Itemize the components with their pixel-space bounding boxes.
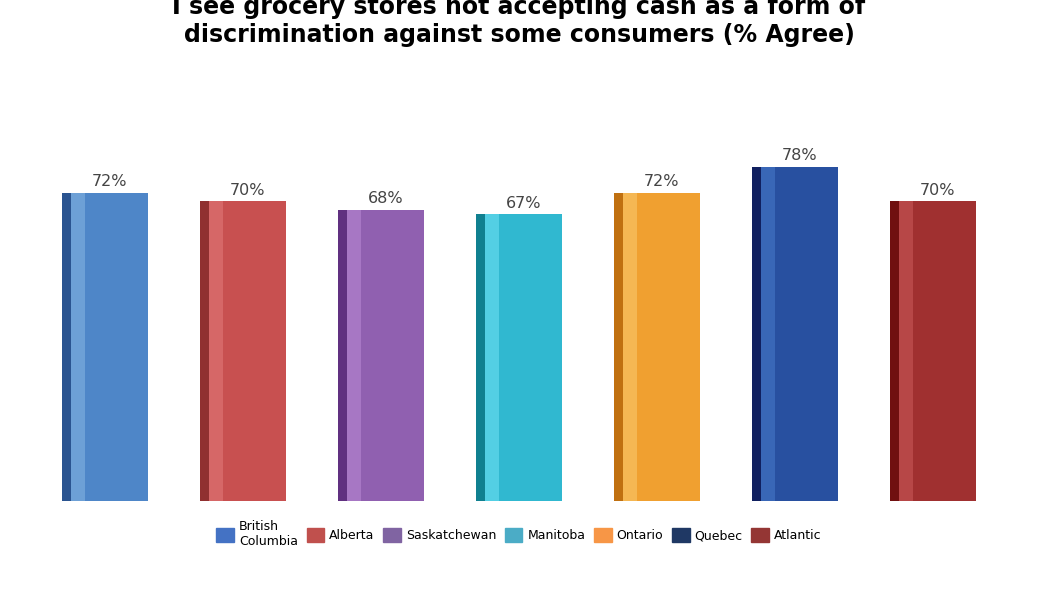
Text: 70%: 70% [920,182,955,198]
Bar [761,167,838,501]
Text: 78%: 78% [782,149,817,164]
Bar [899,201,976,501]
Text: 72%: 72% [91,174,127,189]
Bar [623,193,700,501]
Bar [753,167,761,501]
Bar [485,214,498,501]
Bar [476,214,485,501]
Text: 67%: 67% [506,196,541,211]
Bar [623,193,636,501]
Bar [209,201,223,501]
Bar [200,201,209,501]
Text: 70%: 70% [229,182,265,198]
Bar [891,201,899,501]
Bar [71,193,147,501]
Bar [338,210,347,501]
Bar [761,167,774,501]
Legend: British
Columbia, Alberta, Saskatchewan, Manitoba, Ontario, Quebec, Atlantic: British Columbia, Alberta, Saskatchewan,… [217,521,821,548]
Text: 72%: 72% [644,174,679,189]
Bar [614,193,623,501]
Bar [71,193,85,501]
Title: I see grocery stores not accepting cash as a form of
discrimination against some: I see grocery stores not accepting cash … [172,0,866,47]
Text: 68%: 68% [367,191,403,207]
Bar [347,210,360,501]
Bar [899,201,912,501]
Bar [485,214,562,501]
Bar [347,210,424,501]
Bar [62,193,71,501]
Bar [209,201,285,501]
